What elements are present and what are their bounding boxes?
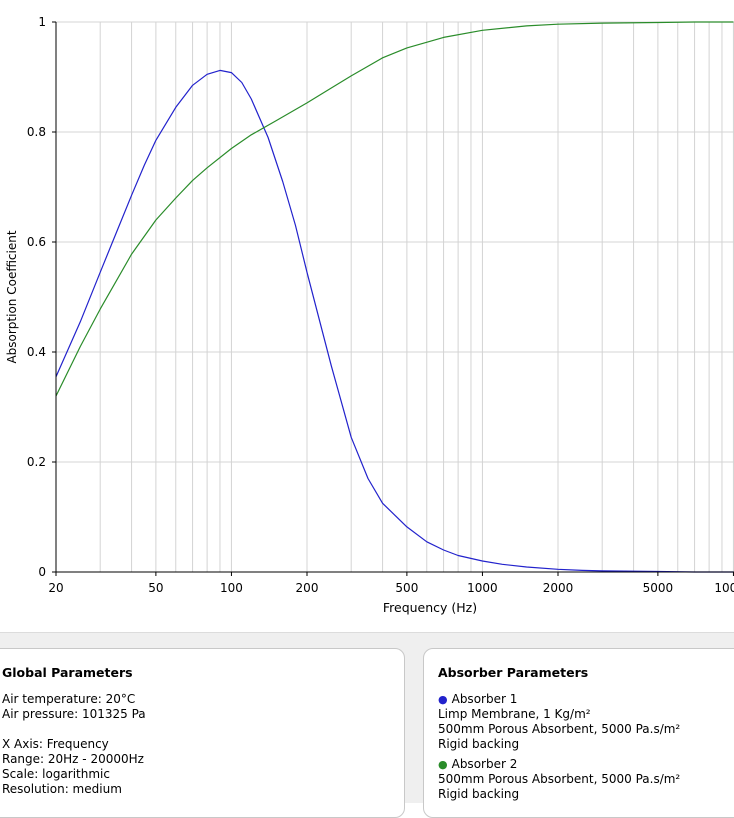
absorber-1-layer-1: Limp Membrane, 1 Kg/m² bbox=[438, 707, 591, 721]
x-tick-label: 200 bbox=[296, 581, 319, 595]
absorber-1-curve bbox=[55, 69, 734, 573]
absorber-2-entry: ● Absorber 2 500mm Porous Absorbent, 5000… bbox=[438, 757, 734, 802]
absorber-2-layer-1: 500mm Porous Absorbent, 5000 Pa.s/m² bbox=[438, 772, 681, 786]
global-parameters-panel: Global Parameters Air temperature: 20°C … bbox=[0, 648, 405, 818]
x-tick-label: 100 bbox=[220, 581, 243, 595]
absorber-parameters-title: Absorber Parameters bbox=[438, 665, 589, 680]
absorber-1-name: Absorber 1 bbox=[451, 692, 518, 706]
y-tick-label: 0.6 bbox=[27, 235, 46, 249]
y-tick-labels: 0 0.2 0.4 0.6 0.8 1 bbox=[27, 15, 56, 579]
y-grid bbox=[56, 21, 734, 463]
resolution-setting: Resolution: medium bbox=[2, 782, 122, 796]
absorber-parameters-panel: Absorber Parameters ● Absorber 1 Limp Mem… bbox=[423, 648, 734, 818]
x-tick-label: 20 bbox=[48, 581, 63, 595]
scale-setting: Scale: logarithmic bbox=[2, 767, 110, 781]
absorber-2-curve bbox=[55, 21, 734, 397]
x-axis-label: Frequency (Hz) bbox=[383, 600, 477, 615]
absorber-2-backing: Rigid backing bbox=[438, 787, 520, 801]
y-tick-label: 1 bbox=[38, 15, 46, 29]
y-tick-label: 0.2 bbox=[27, 455, 46, 469]
absorber-1-layer-2: 500mm Porous Absorbent, 5000 Pa.s/m² bbox=[438, 722, 681, 736]
absorber-1-entry: ● Absorber 1 Limp Membrane, 1 Kg/m² 500mm… bbox=[438, 692, 734, 752]
x-axis-setting: X Axis: Frequency bbox=[2, 737, 109, 751]
series-layer bbox=[55, 21, 734, 573]
x-tick-label: 1000 bbox=[467, 581, 498, 595]
air-temperature: Air temperature: 20°C bbox=[2, 692, 136, 706]
x-tick-label: 50 bbox=[148, 581, 163, 595]
y-tick-label: 0.4 bbox=[27, 345, 46, 359]
range-setting: Range: 20Hz - 20000Hz bbox=[2, 752, 144, 766]
y-axis-label: Absorption Coefficient bbox=[5, 230, 19, 363]
y-tick-label: 0 bbox=[38, 565, 46, 579]
y-tick-label: 0.8 bbox=[27, 125, 46, 139]
absorber-1-backing: Rigid backing bbox=[438, 737, 520, 751]
absorber-2-dot-icon: ● bbox=[438, 758, 448, 771]
x-tick-label: 2000 bbox=[543, 581, 574, 595]
x-tick-label: 5000 bbox=[643, 581, 674, 595]
x-tick-label: 500 bbox=[395, 581, 418, 595]
absorber-2-name: Absorber 2 bbox=[451, 757, 518, 771]
global-parameters-title: Global Parameters bbox=[2, 665, 133, 680]
air-pressure: Air pressure: 101325 Pa bbox=[2, 707, 146, 721]
absorber-1-dot-icon: ● bbox=[438, 693, 448, 706]
x-grid bbox=[99, 22, 734, 572]
